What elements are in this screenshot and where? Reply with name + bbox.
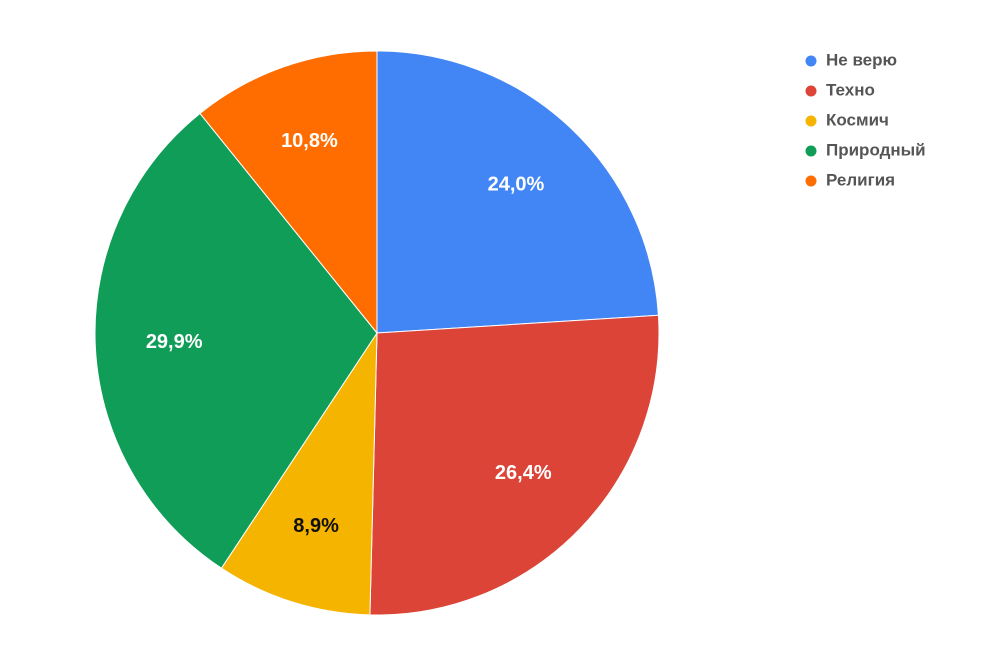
pie-slice [94, 112, 378, 569]
pie-slice [369, 314, 660, 616]
slice-label: 10,8% [281, 130, 338, 152]
legend-label: Религия [826, 170, 895, 189]
legend-label: Не верю [826, 50, 897, 69]
slice-label: 24,0% [488, 173, 545, 195]
legend-swatch [805, 85, 817, 97]
pie-slice [199, 50, 378, 335]
legend-swatch [805, 145, 817, 157]
pie-slice [220, 331, 378, 616]
slice-labels: 24,0% 26,4% 8,9% 29,9% 10,8% [146, 130, 552, 537]
legend-label: Природный [826, 140, 926, 159]
slice-label: 8,9% [293, 515, 339, 537]
pie-slice [376, 50, 659, 334]
slice-label: 29,9% [146, 331, 203, 353]
legend-swatch [805, 175, 817, 187]
legend-swatch [805, 55, 817, 67]
legend: Не верю Техно Космич Природный Религия [805, 50, 926, 189]
pie [94, 50, 660, 616]
legend-label: Космич [826, 110, 889, 129]
legend-swatch [805, 115, 817, 127]
slice-label: 26,4% [495, 462, 552, 484]
legend-label: Техно [826, 80, 875, 99]
